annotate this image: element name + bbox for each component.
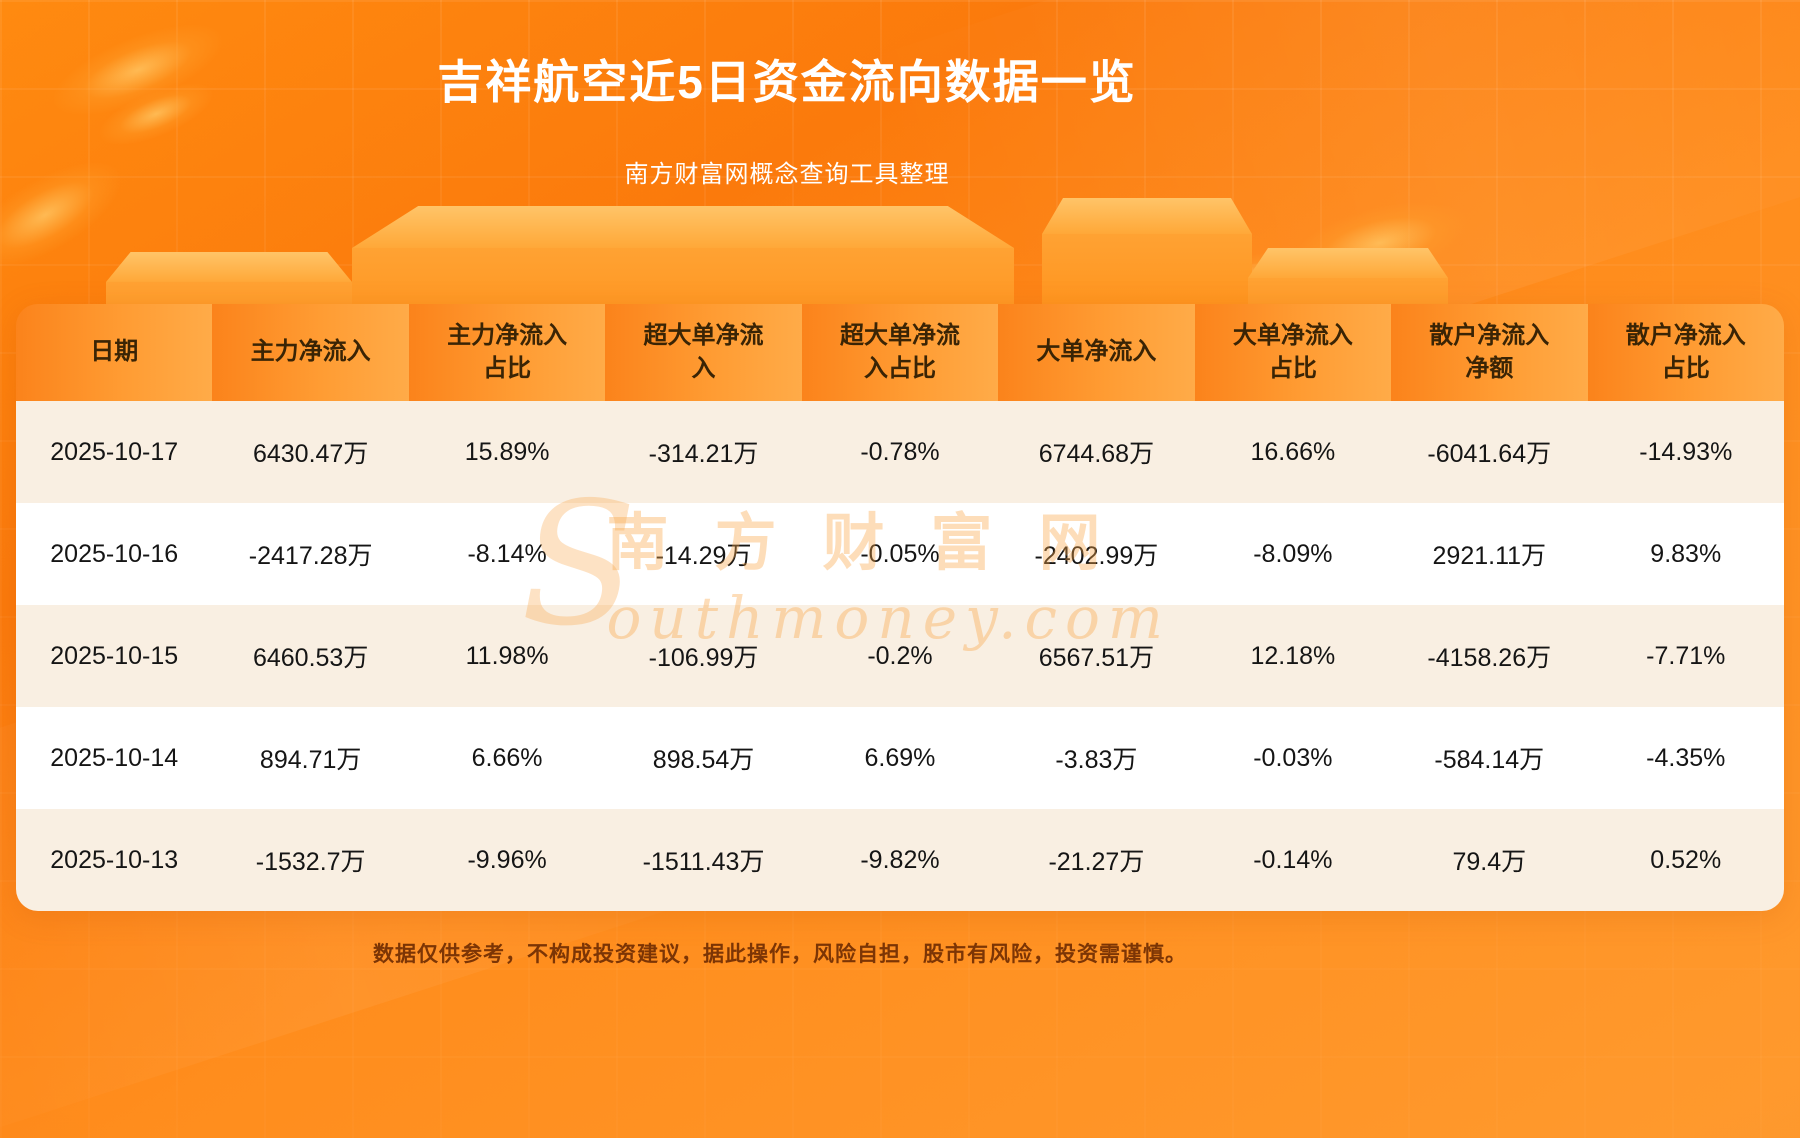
column-header: 大单净流入占比: [1194, 304, 1392, 401]
column-header: 日期: [16, 304, 213, 401]
value-cell: -1511.43万: [605, 809, 802, 911]
disclaimer: 数据仅供参考，不构成投资建议，据此操作，风险自担，股市有风险，投资需谨慎。: [373, 943, 1187, 966]
value-cell: -314.21万: [605, 401, 802, 503]
value-cell: -0.03%: [1194, 707, 1392, 809]
value-cell: -0.05%: [801, 503, 999, 605]
value-cell: 15.89%: [408, 401, 606, 503]
page-title: 吉祥航空近5日资金流向数据一览: [437, 56, 1137, 108]
value-cell: 6.66%: [408, 707, 606, 809]
value-cell: -2417.28万: [212, 503, 409, 605]
column-header-label: 大单净流入: [1036, 338, 1157, 366]
column-header: 散户净流入占比: [1587, 304, 1784, 401]
value-cell: -7.71%: [1587, 605, 1784, 707]
value-cell: -0.14%: [1194, 809, 1392, 911]
page-footer: 数据仅供参考，不构成投资建议，据此操作，风险自担，股市有风险，投资需谨慎。: [0, 938, 1800, 968]
value-cell: -8.14%: [408, 503, 606, 605]
value-cell: -1532.7万: [212, 809, 409, 911]
date-cell: 2025-10-14: [16, 707, 213, 809]
column-header-label: 超大单净流入占比: [839, 322, 960, 382]
table-header: 日期 主力净流入 主力净流入占比 超大单净流入 超大单净流入占比 大单净流入 大单净流入占比…: [16, 304, 1784, 401]
table-row: 2025-10-17 6430.47万 15.89% -314.21万 -0.78% 67…: [16, 401, 1784, 503]
value-cell: -4.35%: [1587, 707, 1784, 809]
date-cell: 2025-10-17: [16, 401, 213, 503]
value-cell: 6744.68万: [998, 401, 1195, 503]
date-cell: 2025-10-15: [16, 605, 213, 707]
page-header: 吉祥航空近5日资金流向数据一览 南方财富网概念查询工具整理: [0, 46, 1800, 189]
column-header: 主力净流入占比: [408, 304, 606, 401]
column-header: 超大单净流入占比: [801, 304, 999, 401]
value-cell: -6041.64万: [1391, 401, 1588, 503]
value-cell: 6.69%: [801, 707, 999, 809]
value-cell: 16.66%: [1194, 401, 1392, 503]
value-cell: 0.52%: [1587, 809, 1784, 911]
value-cell: -9.96%: [408, 809, 606, 911]
value-cell: -4158.26万: [1391, 605, 1588, 707]
value-cell: 2921.11万: [1391, 503, 1588, 605]
value-cell: 11.98%: [408, 605, 606, 707]
value-cell: -14.93%: [1587, 401, 1784, 503]
value-cell: 6567.51万: [998, 605, 1195, 707]
table-row: 2025-10-16 -2417.28万 -8.14% -14.29万 -0.05% -2…: [16, 503, 1784, 605]
column-header-label: 散户净流入占比: [1625, 322, 1746, 382]
value-cell: -0.2%: [801, 605, 999, 707]
table-header-row: 日期 主力净流入 主力净流入占比 超大单净流入 超大单净流入占比 大单净流入 大单净流入占比…: [16, 304, 1784, 401]
column-header-label: 主力净流入占比: [447, 322, 568, 382]
date-cell: 2025-10-13: [16, 809, 213, 911]
value-cell: -3.83万: [998, 707, 1195, 809]
column-header-label: 日期: [90, 338, 139, 366]
value-cell: -106.99万: [605, 605, 802, 707]
value-cell: -21.27万: [998, 809, 1195, 911]
table-row: 2025-10-13 -1532.7万 -9.96% -1511.43万 -9.82% -…: [16, 809, 1784, 911]
fund-flow-table-container: 日期 主力净流入 主力净流入占比 超大单净流入 超大单净流入占比 大单净流入 大单净流入占比…: [16, 304, 1784, 911]
fund-flow-table: 日期 主力净流入 主力净流入占比 超大单净流入 超大单净流入占比 大单净流入 大单净流入占比…: [16, 304, 1784, 911]
value-cell: -584.14万: [1391, 707, 1588, 809]
value-cell: 9.83%: [1587, 503, 1784, 605]
column-header: 超大单净流入: [605, 304, 802, 401]
table-row: 2025-10-14 894.71万 6.66% 898.54万 6.69% -3.83万…: [16, 707, 1784, 809]
value-cell: -2402.99万: [998, 503, 1195, 605]
value-cell: -8.09%: [1194, 503, 1392, 605]
column-header: 大单净流入: [998, 304, 1195, 401]
table-row: 2025-10-15 6460.53万 11.98% -106.99万 -0.2% 656…: [16, 605, 1784, 707]
column-header: 主力净流入: [212, 304, 409, 401]
value-cell: 6460.53万: [212, 605, 409, 707]
value-cell: -14.29万: [605, 503, 802, 605]
value-cell: -0.78%: [801, 401, 999, 503]
page-subtitle: 南方财富网概念查询工具整理: [624, 161, 950, 188]
value-cell: 6430.47万: [212, 401, 409, 503]
value-cell: 898.54万: [605, 707, 802, 809]
date-cell: 2025-10-16: [16, 503, 213, 605]
table-body: 2025-10-17 6430.47万 15.89% -314.21万 -0.78% 67…: [16, 401, 1784, 911]
value-cell: 12.18%: [1194, 605, 1392, 707]
column-header: 散户净流入净额: [1391, 304, 1588, 401]
value-cell: 79.4万: [1391, 809, 1588, 911]
column-header-label: 超大单净流入: [643, 322, 764, 382]
column-header-label: 主力净流入: [250, 338, 371, 366]
column-header-label: 大单净流入占比: [1232, 322, 1353, 382]
value-cell: -9.82%: [801, 809, 999, 911]
column-header-label: 散户净流入净额: [1429, 322, 1550, 382]
value-cell: 894.71万: [212, 707, 409, 809]
